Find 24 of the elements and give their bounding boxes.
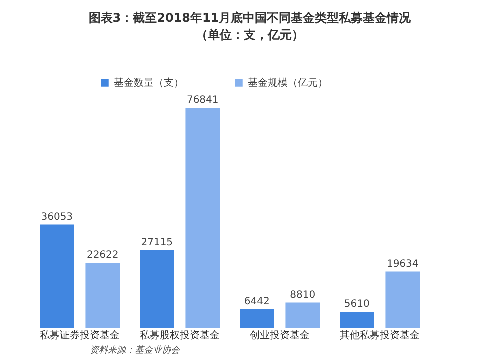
- bar: [40, 224, 74, 328]
- chart-title: 图表3：截至2018年11月底中国不同基金类型私募基金情况（单位：支，亿元）: [88, 10, 412, 44]
- x-tick-label: 其他私募投资基金: [340, 330, 420, 342]
- x-tick-label: 私募股权投资基金: [140, 330, 220, 342]
- data-label: 6442: [244, 296, 270, 308]
- bar: [186, 108, 220, 328]
- data-label: 36053: [41, 212, 74, 223]
- x-tick-label: 创业投资基金: [250, 330, 310, 342]
- data-label: 19634: [386, 258, 419, 270]
- x-tick-label: 私募证券投资基金: [40, 330, 120, 342]
- data-label: 27115: [141, 237, 174, 248]
- bar: [240, 310, 274, 328]
- data-label: 5610: [344, 298, 370, 310]
- legend-label: 基金数量（支）: [114, 77, 184, 89]
- bar: [86, 263, 120, 328]
- data-label: 8810: [290, 290, 316, 301]
- bar: [340, 312, 374, 328]
- text: 资料来源：基金业协会: [90, 345, 181, 356]
- bar: [386, 272, 420, 328]
- legend-label: 基金规模（亿元）: [248, 77, 328, 89]
- bar: [286, 302, 320, 328]
- data-label: 22622: [86, 250, 119, 262]
- bar: [140, 250, 174, 328]
- data-label: 76841: [186, 95, 219, 106]
